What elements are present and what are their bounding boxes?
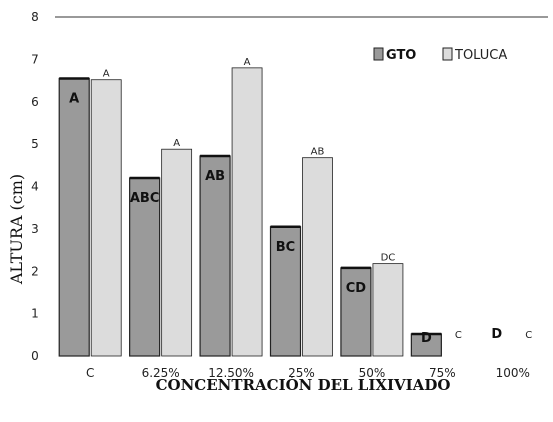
bar-gto-0 xyxy=(58,77,90,357)
y-tick-label-5: 5 xyxy=(31,137,39,151)
sig-letter-gto-5: D xyxy=(421,331,432,346)
x-axis-title: CONCENTRACIÓN DEL LIXIVIADO xyxy=(156,376,451,394)
sig-letter-gto-3: BC xyxy=(276,240,295,255)
y-tick-label-2: 2 xyxy=(31,264,39,278)
legend-swatch-gto xyxy=(373,47,384,61)
y-tick-label-1: 1 xyxy=(31,307,39,321)
y-tick-label-6: 6 xyxy=(31,95,39,109)
bars-group xyxy=(58,67,442,357)
sig-letter-gto-4: CD xyxy=(346,281,367,296)
sig-letter-toluca-6: C xyxy=(525,330,532,341)
y-tick-label-7: 7 xyxy=(31,52,39,66)
x-tick-label-5: 75% xyxy=(429,366,456,380)
y-tick-label-3: 3 xyxy=(31,222,39,236)
sig-letter-toluca-3: AB xyxy=(311,147,325,158)
bar-toluca-4 xyxy=(372,263,404,357)
sig-letter-gto-0: A xyxy=(69,91,79,106)
sig-letter-toluca-4: DC xyxy=(381,253,396,264)
legend: GTO TOLUCA xyxy=(373,47,507,63)
bar-toluca-1 xyxy=(161,148,193,357)
bar-gto-2 xyxy=(199,155,231,357)
bar-gto-3 xyxy=(269,226,302,357)
x-axis-category-labels: C 6.25% 12.50% 25% 50% 75% 100% xyxy=(86,366,530,380)
sig-letter-toluca-1: A xyxy=(173,138,180,149)
y-tick-label-0: 0 xyxy=(31,349,39,363)
sig-letter-toluca-2: A xyxy=(244,57,251,68)
sig-letter-gto-6: D xyxy=(491,327,502,342)
bar-toluca-3 xyxy=(302,157,333,357)
legend-label-toluca: TOLUCA xyxy=(454,48,507,63)
x-tick-label-4: 50% xyxy=(359,366,386,380)
bar-toluca-2 xyxy=(231,67,263,357)
bar-toluca-0 xyxy=(90,79,122,357)
sig-letter-gto-1: ABC xyxy=(130,191,160,206)
x-tick-label-0: C xyxy=(86,366,94,380)
x-tick-label-3: 25% xyxy=(288,366,315,380)
legend-swatch-toluca xyxy=(442,47,453,61)
x-tick-label-1: 6.25% xyxy=(142,366,180,380)
bar-gto-1 xyxy=(129,177,161,357)
legend-label-gto: GTO xyxy=(386,48,416,63)
y-tick-label-8: 8 xyxy=(31,10,39,24)
x-tick-label-2: 12.50% xyxy=(208,366,254,380)
y-axis-ticks: 0 1 2 3 4 5 6 7 8 xyxy=(31,10,39,363)
sig-letter-toluca-0: A xyxy=(103,69,110,80)
sig-letter-gto-2: AB xyxy=(205,169,225,184)
x-tick-label-6: 100% xyxy=(496,366,530,380)
y-tick-label-4: 4 xyxy=(31,180,39,194)
y-axis-title: ALTURA (cm) xyxy=(7,174,26,285)
sig-letter-toluca-5: C xyxy=(455,330,462,341)
